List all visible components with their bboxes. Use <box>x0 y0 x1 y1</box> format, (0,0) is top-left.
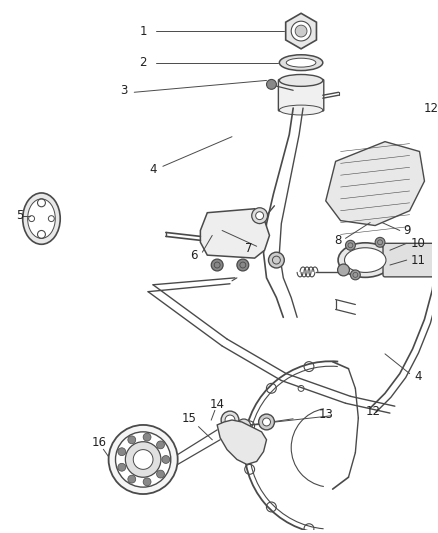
Ellipse shape <box>286 58 316 67</box>
Circle shape <box>156 470 165 478</box>
Polygon shape <box>217 420 267 464</box>
FancyBboxPatch shape <box>383 243 436 277</box>
Circle shape <box>143 478 151 486</box>
Circle shape <box>237 419 251 433</box>
Circle shape <box>225 415 235 425</box>
Circle shape <box>350 270 360 280</box>
Text: 13: 13 <box>318 408 333 421</box>
Circle shape <box>133 450 153 470</box>
Text: 1: 1 <box>139 25 147 37</box>
Text: 6: 6 <box>190 249 197 262</box>
Circle shape <box>262 418 271 426</box>
Text: 14: 14 <box>210 398 225 411</box>
Circle shape <box>162 456 170 463</box>
Circle shape <box>143 433 151 441</box>
Text: 4: 4 <box>149 163 157 176</box>
Text: 10: 10 <box>411 237 426 250</box>
Text: 11: 11 <box>411 254 426 266</box>
Circle shape <box>118 448 126 456</box>
Polygon shape <box>326 142 424 225</box>
Circle shape <box>291 21 311 41</box>
Circle shape <box>267 79 276 90</box>
Ellipse shape <box>338 243 392 277</box>
Circle shape <box>109 425 178 494</box>
Polygon shape <box>201 209 269 258</box>
Circle shape <box>211 259 223 271</box>
FancyBboxPatch shape <box>279 79 324 111</box>
Text: 12: 12 <box>424 102 438 115</box>
Circle shape <box>346 240 355 250</box>
Ellipse shape <box>279 105 323 115</box>
Circle shape <box>221 411 239 429</box>
Text: 9: 9 <box>403 224 410 237</box>
Text: 2: 2 <box>139 56 147 69</box>
Circle shape <box>338 264 350 276</box>
Text: 3: 3 <box>120 84 127 97</box>
Circle shape <box>295 25 307 37</box>
Circle shape <box>268 252 284 268</box>
Circle shape <box>256 212 264 220</box>
Circle shape <box>156 441 165 449</box>
Circle shape <box>118 463 126 471</box>
Ellipse shape <box>345 248 386 272</box>
Ellipse shape <box>23 193 60 244</box>
Text: 12: 12 <box>366 405 381 418</box>
Text: 5: 5 <box>16 209 23 222</box>
Text: 7: 7 <box>245 242 253 255</box>
Polygon shape <box>286 13 317 49</box>
Circle shape <box>258 414 275 430</box>
Circle shape <box>375 237 385 247</box>
Text: 8: 8 <box>334 234 341 247</box>
Circle shape <box>252 208 268 223</box>
Circle shape <box>116 432 171 487</box>
Text: 15: 15 <box>182 411 197 424</box>
Circle shape <box>128 475 136 483</box>
Circle shape <box>237 259 249 271</box>
Ellipse shape <box>28 199 55 238</box>
Text: 4: 4 <box>415 370 422 383</box>
Circle shape <box>128 436 136 444</box>
Text: 16: 16 <box>91 436 106 449</box>
Ellipse shape <box>279 55 323 70</box>
Ellipse shape <box>279 75 323 86</box>
Circle shape <box>125 442 161 477</box>
